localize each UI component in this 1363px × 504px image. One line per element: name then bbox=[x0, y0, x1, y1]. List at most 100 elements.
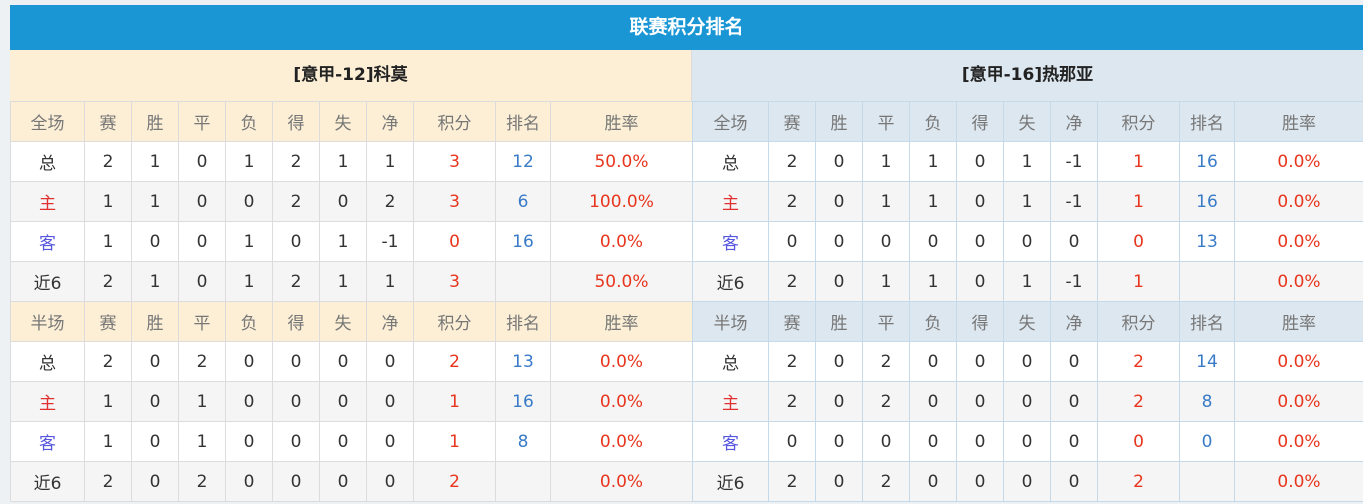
played: 2 bbox=[768, 181, 816, 222]
wins: 0 bbox=[131, 381, 179, 422]
points: 3 bbox=[413, 261, 496, 302]
goal-diff: 1 bbox=[366, 141, 414, 182]
played: 1 bbox=[84, 381, 132, 422]
goal-diff: 0 bbox=[1050, 341, 1098, 382]
table-row: 近6 2 0 1 1 0 1 -1 1 0.0% bbox=[692, 261, 1363, 302]
row-label: 客 bbox=[10, 221, 85, 262]
table-row: 客 1 0 0 1 0 1 -1 0 16 0.0% bbox=[10, 221, 693, 262]
row-label: 近6 bbox=[692, 461, 769, 502]
wins: 0 bbox=[815, 381, 863, 422]
draws: 0 bbox=[178, 221, 226, 262]
losses: 1 bbox=[909, 181, 957, 222]
table-row: 客 1 0 1 0 0 0 0 1 8 0.0% bbox=[10, 421, 693, 462]
rank bbox=[495, 261, 551, 302]
rank bbox=[1179, 461, 1235, 502]
goal-diff: 0 bbox=[366, 461, 414, 502]
draws: 2 bbox=[178, 461, 226, 502]
played: 1 bbox=[84, 181, 132, 222]
goals-against: 0 bbox=[319, 381, 367, 422]
win-rate: 0.0% bbox=[1234, 381, 1363, 422]
draws: 0 bbox=[178, 181, 226, 222]
row-label: 近6 bbox=[692, 261, 769, 302]
column-header: 胜率 bbox=[1234, 101, 1363, 142]
column-header: 半场 bbox=[692, 301, 769, 342]
team-name: [意甲-12]科莫 bbox=[10, 50, 692, 101]
win-rate: 100.0% bbox=[550, 181, 693, 222]
goal-diff: 0 bbox=[366, 341, 414, 382]
draws: 0 bbox=[862, 221, 910, 262]
row-label: 客 bbox=[692, 421, 769, 462]
points: 2 bbox=[1097, 341, 1180, 382]
column-header: 胜率 bbox=[550, 301, 693, 342]
points: 1 bbox=[1097, 261, 1180, 302]
goals-for: 0 bbox=[272, 461, 320, 502]
wins: 0 bbox=[815, 221, 863, 262]
column-header: 负 bbox=[225, 301, 273, 342]
row-label: 总 bbox=[10, 341, 85, 382]
wins: 1 bbox=[131, 141, 179, 182]
draws: 1 bbox=[862, 261, 910, 302]
draws: 1 bbox=[862, 141, 910, 182]
played: 2 bbox=[768, 341, 816, 382]
rank: 0 bbox=[1179, 421, 1235, 462]
column-header: 赛 bbox=[768, 101, 816, 142]
goals-against: 1 bbox=[1003, 141, 1051, 182]
draws: 1 bbox=[862, 181, 910, 222]
wins: 0 bbox=[815, 261, 863, 302]
goals-for: 0 bbox=[272, 221, 320, 262]
table-row: 客 0 0 0 0 0 0 0 0 0 0.0% bbox=[692, 421, 1363, 462]
win-rate: 0.0% bbox=[550, 221, 693, 262]
column-header: 净 bbox=[1050, 101, 1098, 142]
table-row: 近6 2 0 2 0 0 0 0 2 0.0% bbox=[692, 461, 1363, 502]
table-row: 总 2 0 1 1 0 1 -1 1 16 0.0% bbox=[692, 141, 1363, 182]
win-rate: 0.0% bbox=[550, 461, 693, 502]
wins: 0 bbox=[131, 221, 179, 262]
goals-for: 0 bbox=[956, 181, 1004, 222]
wins: 0 bbox=[815, 421, 863, 462]
losses: 1 bbox=[909, 141, 957, 182]
losses: 1 bbox=[225, 221, 273, 262]
wins: 0 bbox=[815, 181, 863, 222]
played: 1 bbox=[84, 421, 132, 462]
goals-for: 0 bbox=[956, 261, 1004, 302]
standings-table: 全场赛胜平负得失净积分 排名 胜率总 2 1 0 1 2 1 1 3 12 50.0% 主 1 1 0 0 2 0 2 3… bbox=[10, 101, 693, 502]
row-label: 客 bbox=[10, 421, 85, 462]
points: 2 bbox=[1097, 381, 1180, 422]
draws: 2 bbox=[862, 381, 910, 422]
points: 3 bbox=[413, 141, 496, 182]
column-header: 净 bbox=[366, 101, 414, 142]
win-rate: 0.0% bbox=[1234, 221, 1363, 262]
rank: 16 bbox=[495, 221, 551, 262]
column-header: 负 bbox=[225, 101, 273, 142]
goals-for: 0 bbox=[272, 421, 320, 462]
goals-for: 0 bbox=[956, 421, 1004, 462]
goal-diff: 0 bbox=[1050, 221, 1098, 262]
goals-against: 0 bbox=[319, 421, 367, 462]
goals-for: 2 bbox=[272, 181, 320, 222]
home-team-section: [意甲-12]科莫 全场赛胜平负得失净积分 排名 胜率总 2 1 0 1 2 1 1 3 12 50.0… bbox=[10, 50, 693, 502]
row-label: 总 bbox=[10, 141, 85, 182]
played: 2 bbox=[768, 461, 816, 502]
column-header: 积分 bbox=[413, 301, 496, 342]
header-row: 半场赛胜平负得失净积分 排名 胜率 bbox=[10, 301, 693, 342]
column-header: 失 bbox=[319, 301, 367, 342]
wins: 1 bbox=[131, 261, 179, 302]
played: 2 bbox=[84, 141, 132, 182]
goals-for: 0 bbox=[956, 341, 1004, 382]
goals-against: 1 bbox=[319, 141, 367, 182]
rank: 12 bbox=[495, 141, 551, 182]
row-label: 主 bbox=[692, 181, 769, 222]
rank: 13 bbox=[495, 341, 551, 382]
column-header: 胜率 bbox=[1234, 301, 1363, 342]
column-header: 净 bbox=[366, 301, 414, 342]
table-row: 客 0 0 0 0 0 0 0 0 13 0.0% bbox=[692, 221, 1363, 262]
column-header: 半场 bbox=[10, 301, 85, 342]
goals-against: 1 bbox=[1003, 261, 1051, 302]
points: 1 bbox=[413, 381, 496, 422]
goal-diff: 0 bbox=[1050, 381, 1098, 422]
draws: 1 bbox=[178, 421, 226, 462]
draws: 0 bbox=[862, 421, 910, 462]
rank: 16 bbox=[495, 381, 551, 422]
wins: 1 bbox=[131, 181, 179, 222]
goals-against: 0 bbox=[319, 181, 367, 222]
